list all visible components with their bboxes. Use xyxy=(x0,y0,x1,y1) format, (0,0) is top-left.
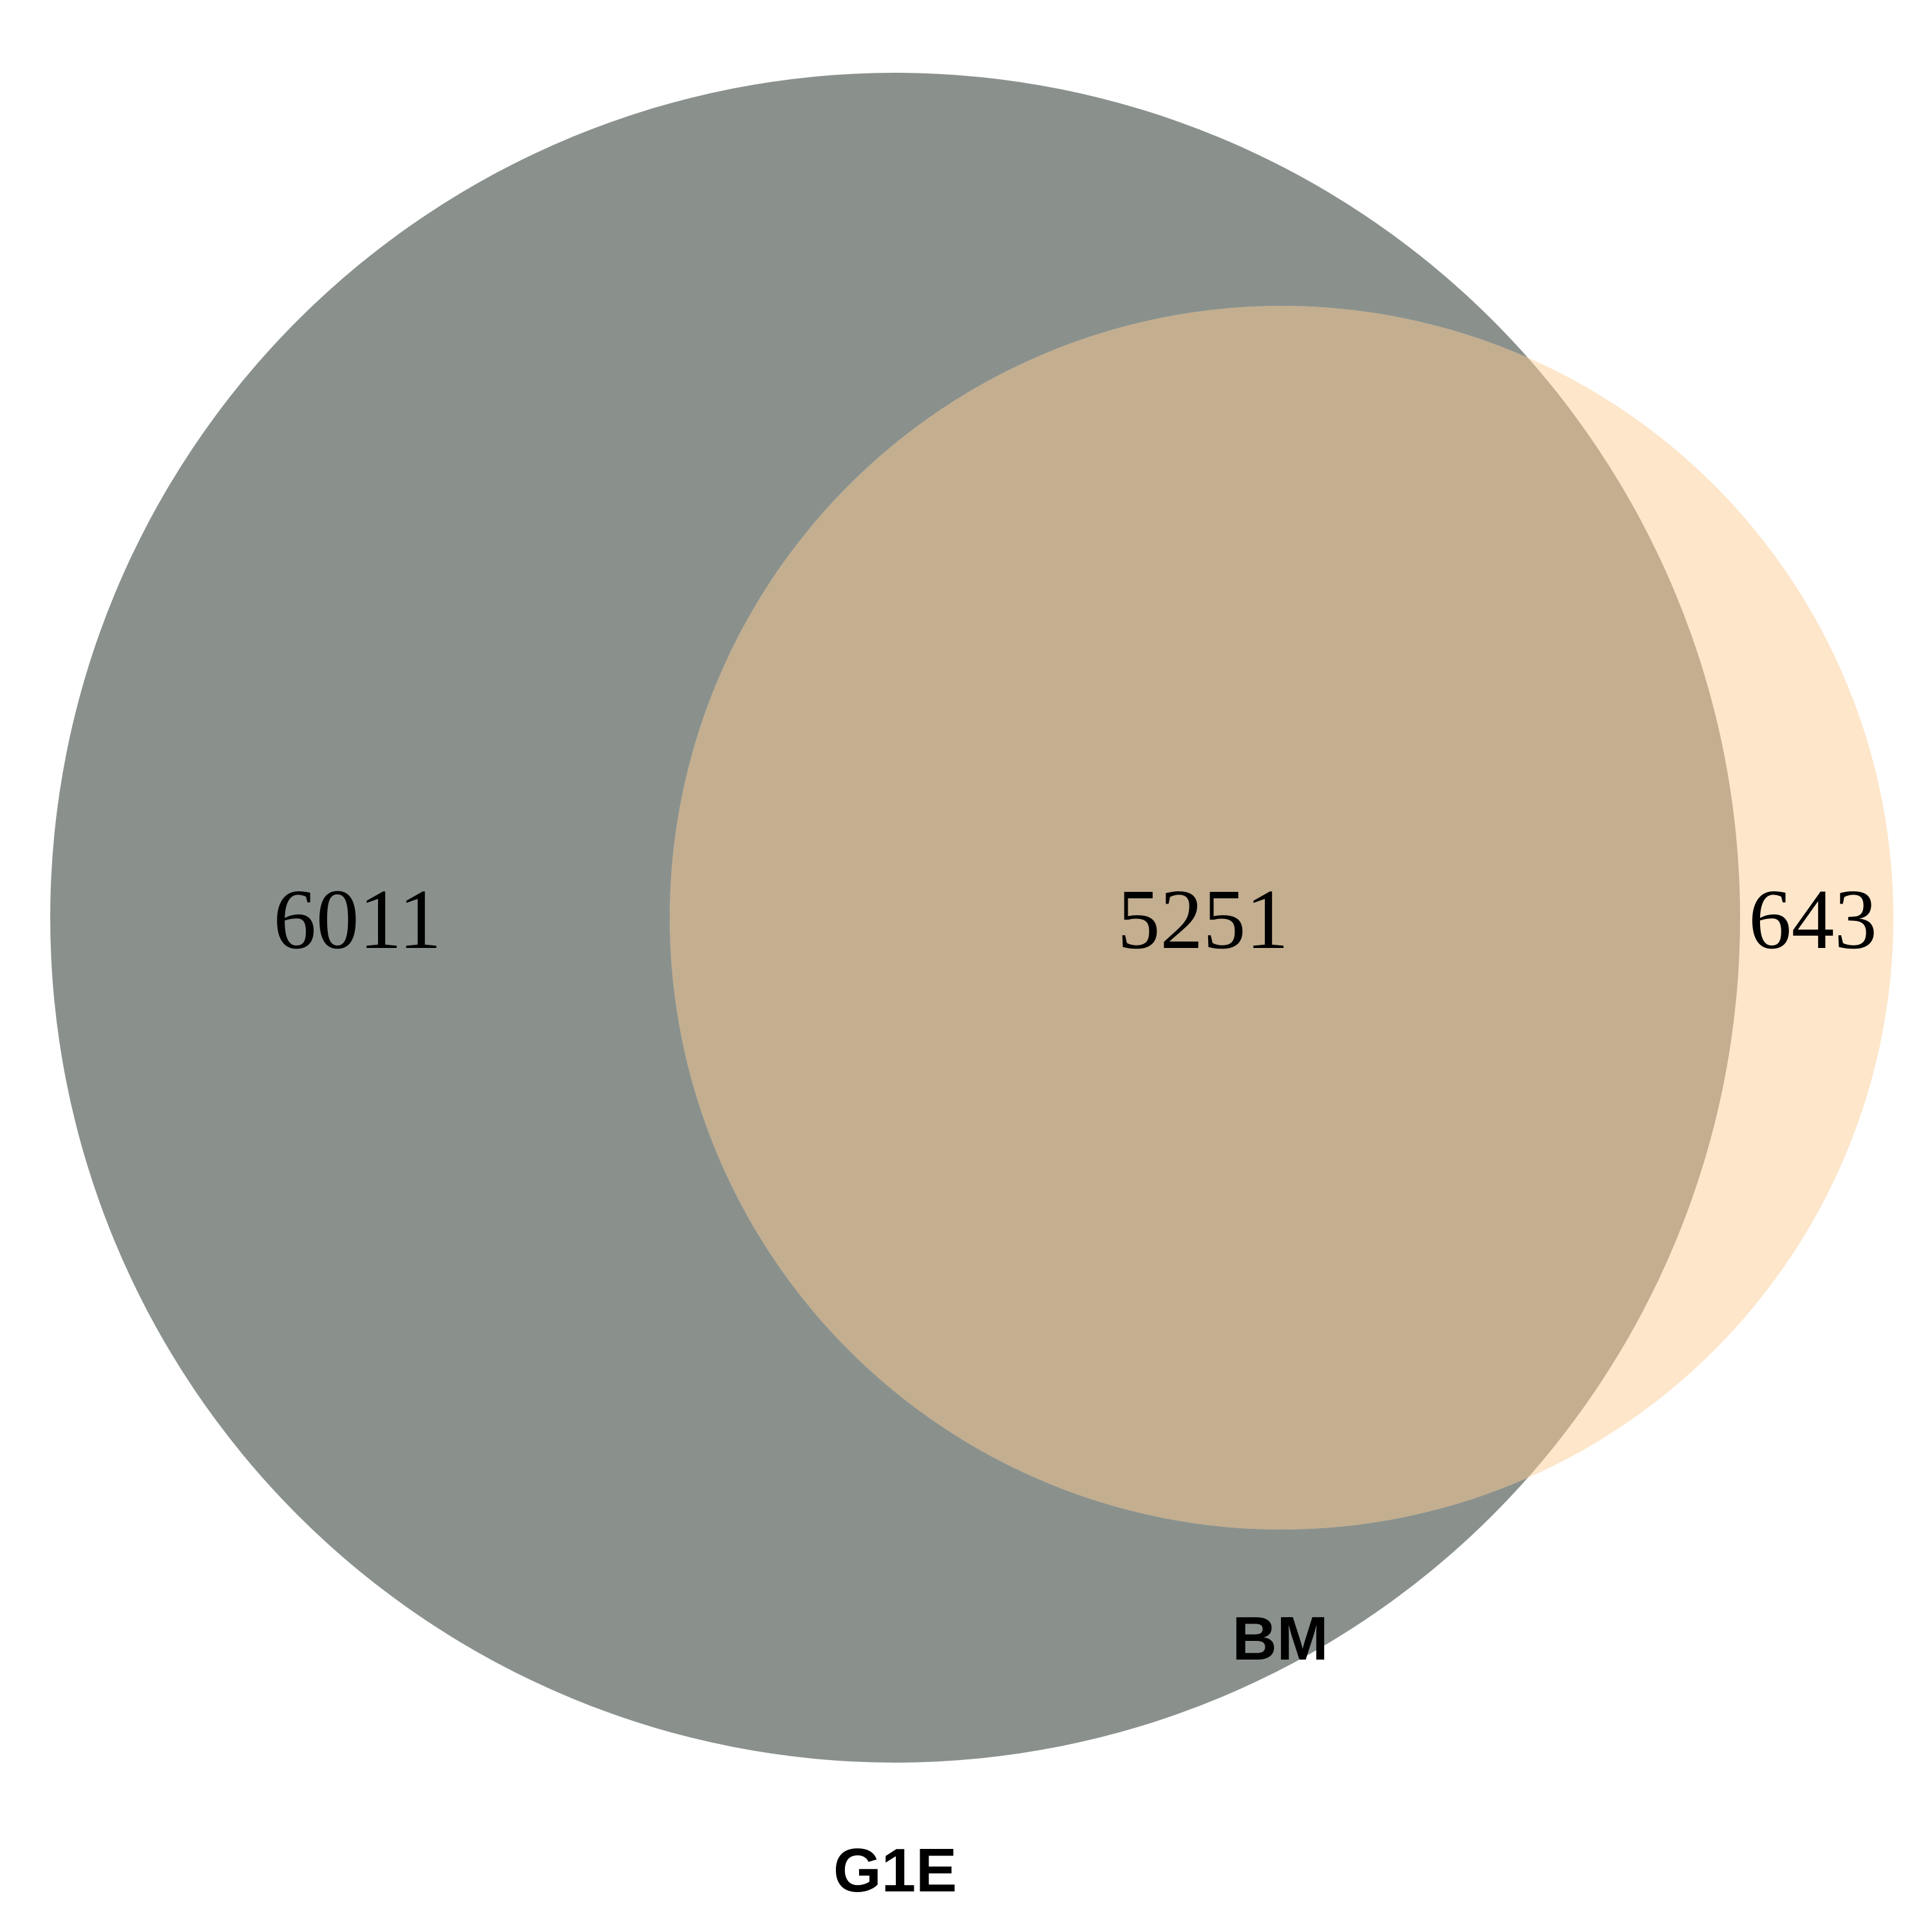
set-label-bm: BM xyxy=(1232,1604,1328,1673)
overlap-region xyxy=(670,306,1740,1530)
count-bm-only: 643 xyxy=(1748,871,1877,967)
count-overlap: 5251 xyxy=(1117,871,1289,967)
set-label-g1e: G1E xyxy=(833,1836,957,1905)
count-g1e-only: 6011 xyxy=(273,871,441,967)
